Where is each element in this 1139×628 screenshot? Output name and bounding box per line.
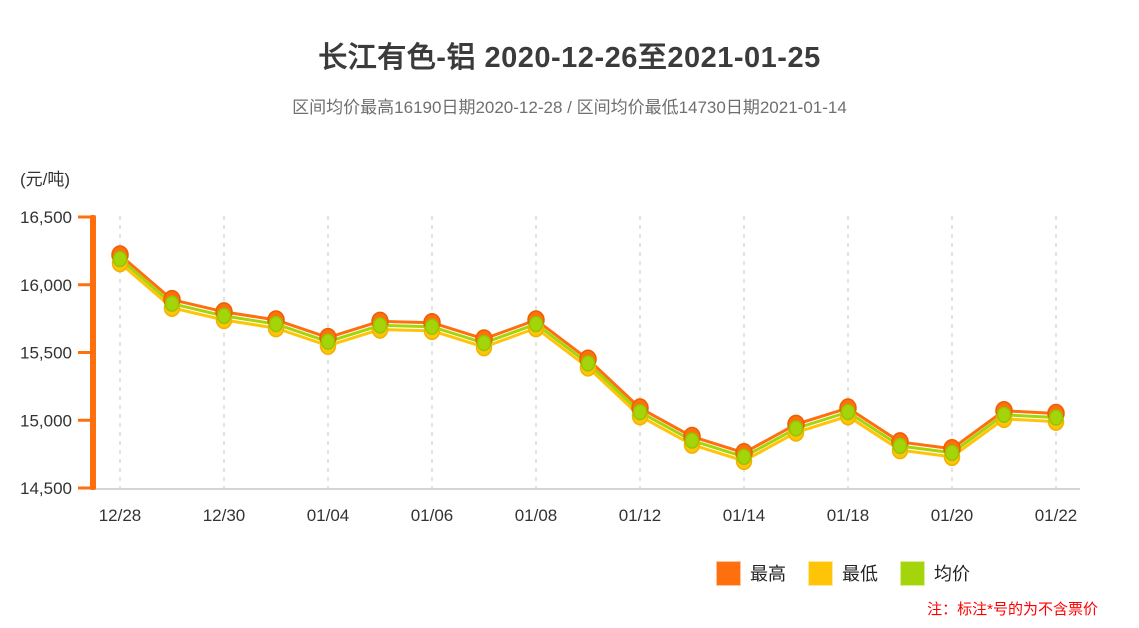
legend-label: 最低 (842, 564, 878, 584)
x-tick-label: 01/22 (1035, 506, 1078, 525)
x-tick-label: 01/18 (827, 506, 870, 525)
data-point-12/28 (111, 245, 129, 273)
y-tick-label: 15,000 (20, 411, 72, 430)
data-point-01/15 (787, 414, 805, 442)
legend-swatch-icon (808, 560, 833, 586)
chart-legend: 最高 最低 均价 (716, 560, 970, 586)
data-point-01/18 (839, 398, 857, 426)
legend-swatch-icon (900, 560, 925, 586)
x-tick-label: 01/06 (411, 506, 454, 525)
legend-item-均价: 均价 (900, 560, 970, 586)
legend-item-最高: 最高 (716, 560, 786, 586)
y-tick-label: 14,500 (20, 479, 72, 498)
legend-label: 均价 (934, 564, 970, 584)
x-tick-label: 01/20 (931, 506, 974, 525)
chart-title: 长江有色-铝 2020-12-26至2021-01-25 (318, 42, 821, 74)
y-tick-label: 16,500 (20, 208, 72, 227)
x-tick-label: 12/28 (99, 506, 142, 525)
x-axis: 12/28 12/30 01/04 01/06 01/08 01/12 01/14 01/18… (90, 488, 1080, 525)
data-point-01/21 (995, 401, 1013, 429)
x-tick-label: 01/12 (619, 506, 662, 525)
y-axis-unit-label: (元/吨) (20, 170, 71, 189)
data-point-01/19 (891, 432, 909, 460)
data-point-12/31 (267, 310, 285, 338)
data-point-01/13 (683, 426, 701, 454)
legend-item-最低: 最低 (808, 560, 878, 586)
footnote-no-tax-note: 注：标注*号的为不含票价 (927, 601, 1098, 618)
data-point-01/08 (527, 310, 545, 338)
legend-swatch-icon (716, 560, 741, 586)
x-tick-label: 01/08 (515, 506, 558, 525)
legend-label: 最高 (750, 564, 786, 584)
x-tick-label: 01/04 (307, 506, 350, 525)
data-point-12/30 (215, 302, 233, 330)
data-point-markers (111, 245, 1065, 471)
data-point-01/04 (319, 327, 337, 355)
x-tick-label: 12/30 (203, 506, 246, 525)
chart-subtitle: 区间均价最高16190日期2020-12-28 / 区间均价最低14730日期2… (292, 98, 847, 117)
data-point-01/05 (371, 311, 389, 339)
data-point-01/07 (475, 329, 493, 357)
data-point-01/11 (579, 349, 597, 377)
data-point-01/06 (423, 312, 441, 341)
y-tick-label: 15,500 (20, 344, 72, 363)
y-axis: 16,500 16,000 15,500 15,000 14,500 (20, 208, 96, 498)
data-point-01/20 (943, 438, 961, 467)
data-point-01/14 (735, 443, 753, 471)
data-point-12/29 (163, 289, 181, 318)
x-tick-label: 01/14 (723, 506, 766, 525)
data-point-01/22 (1047, 403, 1065, 431)
y-tick-label: 16,000 (20, 276, 72, 295)
data-point-01/12 (631, 398, 649, 426)
